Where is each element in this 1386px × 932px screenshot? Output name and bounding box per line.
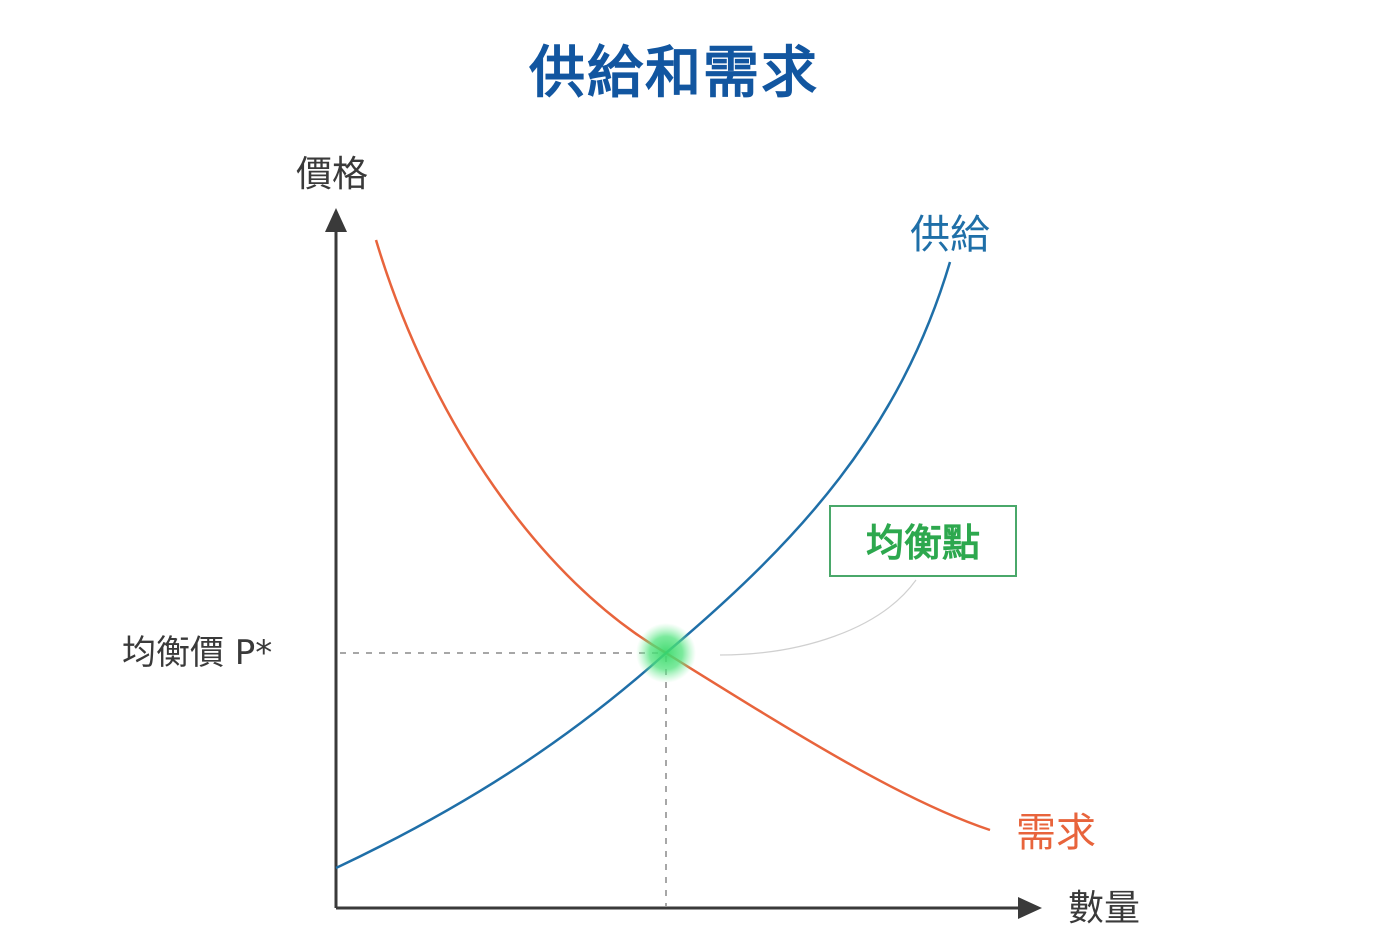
watermark-band (1150, 880, 1386, 932)
y-axis-label: 價格 (296, 154, 368, 195)
equilibrium-point-label: 均衡點 (866, 521, 980, 565)
equilibrium-callout-box (829, 505, 1017, 577)
x-axis-label: 數量 (1068, 888, 1140, 929)
demand-label: 需求 (1016, 810, 1096, 856)
equilibrium-point-marker (636, 623, 696, 683)
diagram-title: 供給和需求 (529, 41, 819, 106)
equilibrium-price-label: 均衡價 P* (122, 633, 272, 673)
equilibrium-callout-leader (719, 579, 917, 656)
y-axis-arrow-icon (325, 208, 347, 232)
x-axis-arrow-icon (1018, 897, 1042, 919)
supply-label: 供給 (910, 212, 990, 258)
